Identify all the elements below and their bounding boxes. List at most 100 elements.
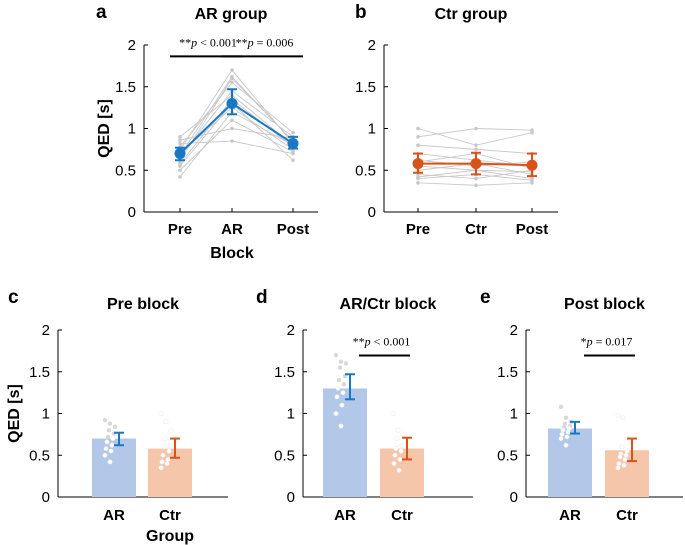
x-tick-label: Pre xyxy=(168,221,192,238)
y-tick-label: 0 xyxy=(42,489,50,506)
y-tick-label: 0.5 xyxy=(29,447,50,464)
data-point xyxy=(333,352,339,358)
x-tick-label: AR xyxy=(334,507,356,524)
sig-value: < 0.001 xyxy=(371,335,411,349)
data-point xyxy=(164,461,170,467)
panel-title: Post block xyxy=(564,296,645,313)
panel-title: AR/Ctr block xyxy=(340,296,437,313)
sig-p: p xyxy=(586,335,593,349)
data-point xyxy=(624,448,630,454)
individual-point xyxy=(178,138,182,142)
individual-point xyxy=(230,68,234,72)
individual-line xyxy=(417,128,533,146)
data-point xyxy=(168,427,174,433)
individual-point xyxy=(416,175,420,179)
panel-e: e Post block 0 0.5 1 1.5 2 AR Ctr *p = 0.017 xyxy=(480,287,683,524)
data-point xyxy=(621,462,627,468)
individual-point xyxy=(416,180,420,185)
data-point xyxy=(623,452,629,458)
x-axis-label: Group xyxy=(146,528,194,545)
data-point xyxy=(165,456,171,462)
sig-stars: * xyxy=(581,335,587,349)
y-tick-label: 0.5 xyxy=(115,162,136,179)
individual-point xyxy=(530,176,534,181)
sig-p: p xyxy=(364,335,371,349)
individual-point xyxy=(474,147,478,152)
individual-point xyxy=(474,176,478,181)
data-point xyxy=(616,461,622,467)
y-tick-label: 2 xyxy=(368,37,376,54)
individual-point xyxy=(474,183,478,188)
data-point xyxy=(158,465,164,471)
data-point xyxy=(400,431,406,437)
y-tick-label: 1.5 xyxy=(497,364,518,381)
individual-point xyxy=(178,135,182,139)
y-tick-label: 0 xyxy=(287,489,295,506)
x-axis-label: Block xyxy=(210,245,254,262)
individual-point xyxy=(178,164,182,168)
bar xyxy=(323,388,367,497)
data-point xyxy=(392,452,398,458)
y-tick-label: 1.5 xyxy=(29,364,50,381)
panel-d: d AR/Ctr block 0 0.5 1 1.5 2 AR Ctr **p < 0.001 xyxy=(256,287,473,524)
data-point xyxy=(564,434,570,440)
significance-label: **p < 0.001 xyxy=(179,35,237,49)
y-tick-label: 0.5 xyxy=(497,447,518,464)
data-point xyxy=(395,427,401,433)
individual-point xyxy=(416,126,420,131)
sig-value: < 0.001 xyxy=(197,35,237,49)
data-point xyxy=(391,461,397,467)
individual-point xyxy=(530,180,534,185)
panel-b: b Ctr group 0 0.5 1 1.5 2 Pre Ctr Post xyxy=(355,2,558,238)
y-tick-label: 2 xyxy=(287,322,295,339)
panel-title: Pre block xyxy=(107,296,179,313)
sig-stars: ** xyxy=(353,335,365,349)
data-point xyxy=(107,421,113,426)
data-point xyxy=(336,377,342,383)
data-point xyxy=(622,456,628,462)
panel-label: b xyxy=(355,2,367,23)
individual-point xyxy=(291,130,295,135)
data-point xyxy=(565,429,571,435)
bar xyxy=(92,438,136,497)
data-point xyxy=(103,446,109,452)
x-tick-label: Ctr xyxy=(616,507,638,524)
data-point xyxy=(333,411,339,416)
individual-point xyxy=(416,135,420,139)
sig-p: p xyxy=(190,35,197,49)
individual-point xyxy=(530,128,534,132)
data-point xyxy=(558,404,564,410)
y-tick-label: 1.5 xyxy=(274,364,295,381)
x-tick-label: AR xyxy=(103,507,125,524)
y-tick-label: 1 xyxy=(42,406,50,423)
data-point xyxy=(338,423,344,429)
individual-point xyxy=(291,158,295,163)
data-point xyxy=(397,456,403,462)
panel-label: d xyxy=(256,287,268,308)
mean-point xyxy=(287,138,299,150)
y-tick-label: 0.5 xyxy=(355,162,376,179)
data-point xyxy=(166,448,172,454)
data-point xyxy=(162,436,168,441)
y-tick-label: 1 xyxy=(128,121,136,138)
mean-point xyxy=(412,158,424,170)
x-tick-label: Ctr xyxy=(391,507,413,524)
individual-point xyxy=(178,141,182,146)
individual-point xyxy=(416,143,420,147)
data-point xyxy=(615,412,621,418)
data-point xyxy=(343,361,349,366)
panel-label: e xyxy=(480,287,491,308)
y-tick-label: 0 xyxy=(510,489,518,506)
mean-point xyxy=(174,148,186,160)
data-point xyxy=(617,454,623,460)
individual-point xyxy=(230,126,234,131)
bar xyxy=(148,448,192,497)
y-tick-label: 1.5 xyxy=(115,79,136,96)
significance-label: *p = 0.017 xyxy=(581,335,633,349)
data-point xyxy=(102,417,108,423)
individual-point xyxy=(230,80,234,85)
x-tick-label: Post xyxy=(277,221,310,238)
data-point xyxy=(394,436,400,441)
data-point xyxy=(560,427,566,433)
individual-point xyxy=(230,74,234,79)
